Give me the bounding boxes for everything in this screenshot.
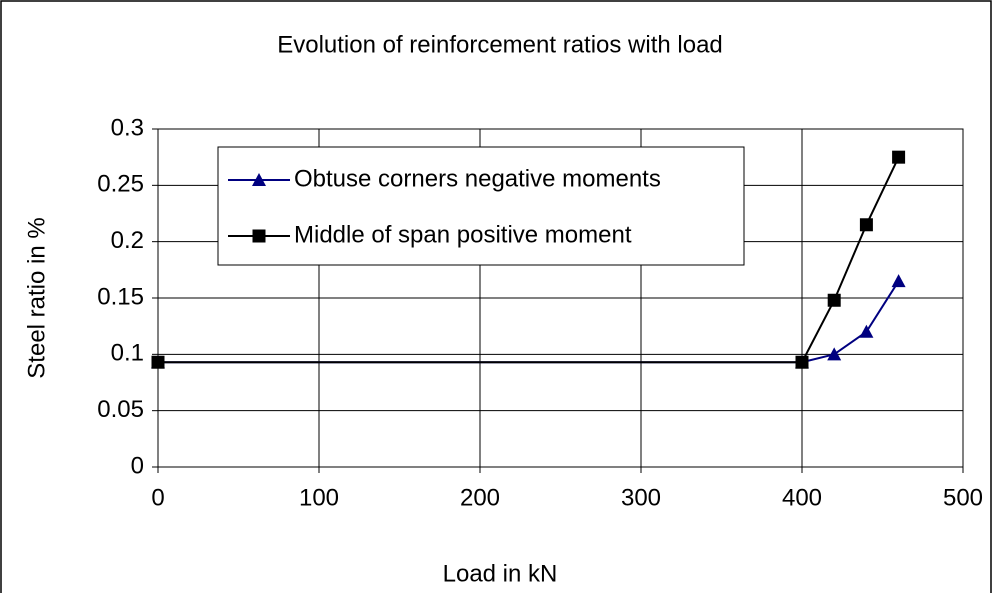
marker (827, 293, 841, 307)
y-tick-label: 0.2 (111, 227, 144, 254)
legend: Obtuse corners negative moments Middle of… (217, 146, 745, 266)
y-tick-label: 0.25 (97, 171, 144, 198)
y-tick-label: 0.3 (111, 114, 144, 141)
legend-label: Middle of span positive moment (294, 221, 632, 248)
marker (859, 324, 874, 338)
x-axis-label: Load in kN (443, 560, 558, 587)
chart-title: Evolution of reinforcement ratios with l… (277, 31, 723, 58)
marker (859, 218, 873, 232)
x-tick-label: 0 (151, 484, 164, 511)
x-tick-label: 300 (621, 484, 661, 511)
marker (891, 274, 906, 288)
x-tick-label: 200 (460, 484, 500, 511)
y-tick-label: 0.15 (97, 283, 144, 310)
y-tick-label: 0.05 (97, 396, 144, 423)
legend-box (217, 146, 745, 266)
marker (795, 355, 809, 369)
y-tick-label: 0.1 (111, 340, 144, 367)
legend-marker (252, 229, 266, 243)
x-tick-label: 500 (943, 484, 983, 511)
legend-marker (252, 173, 266, 186)
y-tick-label: 0 (131, 452, 144, 479)
marker (827, 347, 842, 361)
y-axis-label: Steel ratio in % (23, 217, 50, 378)
marker (892, 150, 906, 164)
x-tick-label: 400 (782, 484, 822, 511)
legend-label: Obtuse corners negative moments (294, 165, 661, 192)
x-tick-label: 100 (299, 484, 339, 511)
marker (151, 355, 165, 369)
